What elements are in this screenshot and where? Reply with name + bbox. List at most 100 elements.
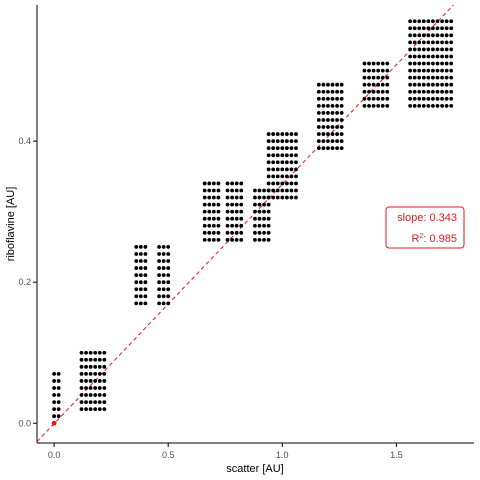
data-point	[385, 68, 390, 73]
data-point	[216, 237, 221, 242]
data-point	[289, 188, 294, 193]
data-point	[97, 393, 102, 397]
data-point	[326, 125, 330, 129]
data-point	[339, 103, 344, 108]
data-point	[444, 47, 449, 52]
data-point	[143, 266, 148, 270]
data-point	[316, 139, 321, 144]
fit-line-layer	[36, 4, 454, 442]
data-point	[408, 75, 413, 80]
data-point	[339, 111, 344, 115]
data-point	[161, 266, 166, 270]
data-point	[284, 146, 289, 151]
data-point	[421, 82, 426, 87]
data-point	[326, 89, 330, 94]
data-point	[408, 33, 413, 38]
data-point	[408, 47, 413, 52]
data-point	[412, 54, 417, 59]
data-point	[79, 386, 84, 390]
data-point	[271, 160, 276, 165]
data-point	[371, 96, 376, 101]
data-point	[102, 393, 107, 397]
data-point	[367, 61, 371, 66]
data-point	[143, 294, 148, 299]
data-point	[408, 68, 413, 73]
data-point	[435, 61, 440, 66]
data-point	[138, 252, 143, 256]
data-point	[444, 61, 449, 66]
data-point	[326, 103, 330, 108]
slope-text: slope: 0.343	[397, 212, 457, 224]
data-point	[166, 280, 171, 285]
data-point	[426, 75, 431, 80]
data-point	[362, 68, 367, 73]
data-point	[266, 167, 271, 172]
data-point	[207, 230, 212, 235]
data-point	[421, 33, 426, 38]
data-point	[271, 139, 276, 144]
data-point	[253, 202, 257, 207]
data-point	[339, 96, 344, 101]
data-point	[408, 40, 413, 45]
data-point	[102, 379, 107, 383]
data-point	[444, 68, 449, 73]
data-point	[84, 364, 88, 369]
data-point	[435, 54, 440, 59]
data-point	[271, 153, 276, 158]
data-point	[225, 230, 230, 235]
data-point	[417, 33, 422, 38]
data-point	[275, 167, 280, 172]
data-point	[88, 371, 93, 376]
data-point	[271, 167, 276, 172]
data-point	[371, 82, 376, 87]
data-point	[266, 230, 271, 235]
data-point	[435, 103, 440, 108]
data-point	[166, 273, 171, 278]
data-point	[412, 82, 417, 87]
data-point	[262, 237, 266, 242]
data-point	[431, 89, 435, 94]
data-point	[321, 82, 326, 87]
data-point	[426, 82, 431, 87]
data-point	[280, 139, 285, 144]
data-point	[166, 294, 171, 299]
data-point	[262, 188, 266, 193]
data-point	[166, 287, 171, 292]
data-point	[230, 188, 235, 193]
regression-fit-line	[36, 4, 454, 442]
data-point	[316, 132, 321, 136]
data-point	[216, 230, 221, 235]
x-tick-label: 0.0	[48, 450, 61, 460]
data-point	[280, 167, 285, 172]
data-point	[225, 181, 230, 186]
data-point	[417, 26, 422, 31]
points-layer	[51, 19, 454, 426]
data-point	[449, 47, 454, 52]
data-point	[234, 223, 239, 228]
data-point	[280, 174, 285, 179]
data-point	[284, 167, 289, 172]
data-point	[362, 61, 367, 66]
data-point	[367, 89, 371, 94]
data-point	[421, 61, 426, 66]
data-point	[412, 68, 417, 73]
data-point	[449, 40, 454, 45]
data-point	[257, 202, 262, 207]
data-point	[289, 160, 294, 165]
data-point	[271, 146, 276, 151]
data-point	[79, 350, 84, 355]
data-point	[294, 139, 298, 144]
data-point	[253, 209, 257, 214]
data-point	[253, 216, 257, 221]
data-point	[371, 103, 376, 108]
data-point	[431, 40, 435, 45]
data-point	[271, 188, 276, 193]
y-axis-title: riboflavine [AU]	[5, 187, 17, 262]
data-point	[216, 202, 221, 207]
data-point	[52, 379, 57, 383]
data-point	[449, 19, 454, 24]
data-point	[275, 160, 280, 165]
data-point	[421, 103, 426, 108]
data-point	[88, 379, 93, 383]
data-point	[266, 160, 271, 165]
